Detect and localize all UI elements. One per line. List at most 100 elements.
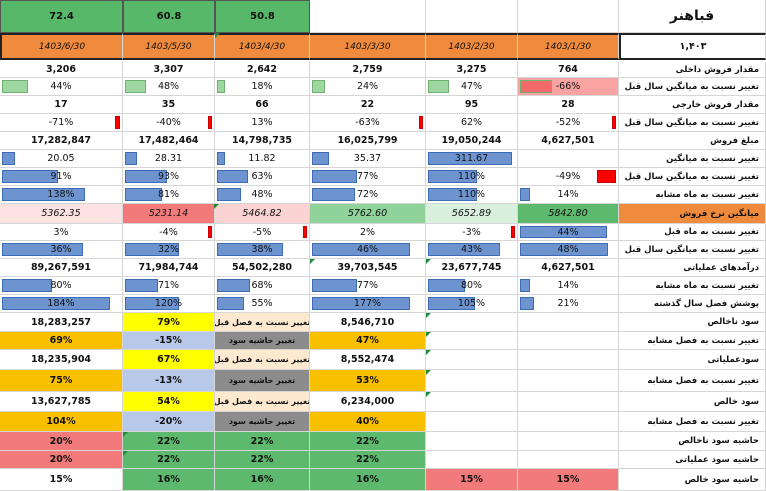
- top-value-cell[interactable]: 60.8: [123, 0, 215, 33]
- data-cell[interactable]: -5%: [215, 224, 310, 241]
- data-cell[interactable]: 3,206: [0, 62, 123, 78]
- period-header[interactable]: 1403/1/30: [518, 33, 619, 60]
- data-cell[interactable]: [518, 451, 619, 469]
- data-cell[interactable]: 5762.60: [310, 204, 426, 224]
- data-cell[interactable]: تغییر حاشیه سود: [215, 370, 310, 392]
- data-cell[interactable]: 66: [215, 96, 310, 114]
- data-cell[interactable]: -52%: [518, 114, 619, 132]
- data-cell[interactable]: 5652.89: [426, 204, 518, 224]
- data-cell[interactable]: 5231.14: [123, 204, 215, 224]
- data-cell[interactable]: 2,759: [310, 62, 426, 78]
- data-cell[interactable]: 35: [123, 96, 215, 114]
- data-cell[interactable]: -71%: [0, 114, 123, 132]
- data-cell[interactable]: [518, 370, 619, 392]
- data-cell[interactable]: 20%: [0, 451, 123, 469]
- data-cell[interactable]: 15%: [426, 469, 518, 491]
- data-cell[interactable]: 22%: [215, 451, 310, 469]
- data-cell[interactable]: 5842.80: [518, 204, 619, 224]
- data-cell[interactable]: 17,482,464: [123, 132, 215, 150]
- empty-cell[interactable]: [518, 0, 619, 33]
- data-cell[interactable]: 40%: [310, 412, 426, 432]
- data-cell[interactable]: 68%: [215, 277, 310, 295]
- data-cell[interactable]: [426, 432, 518, 451]
- data-cell[interactable]: 47%: [426, 78, 518, 96]
- data-cell[interactable]: 5362.35: [0, 204, 123, 224]
- data-cell[interactable]: 63%: [215, 168, 310, 186]
- data-cell[interactable]: 14%: [518, 186, 619, 204]
- data-cell[interactable]: تغییر حاشیه سود: [215, 332, 310, 350]
- data-cell[interactable]: 138%: [0, 186, 123, 204]
- data-cell[interactable]: [426, 313, 518, 332]
- data-cell[interactable]: 21%: [518, 295, 619, 313]
- data-cell[interactable]: 54%: [123, 392, 215, 412]
- data-cell[interactable]: 39,703,545: [310, 259, 426, 277]
- data-cell[interactable]: 11.82: [215, 150, 310, 168]
- data-cell[interactable]: 23,677,745: [426, 259, 518, 277]
- data-cell[interactable]: 80%: [0, 277, 123, 295]
- data-cell[interactable]: [518, 412, 619, 432]
- data-cell[interactable]: 71,984,744: [123, 259, 215, 277]
- data-cell[interactable]: 36%: [0, 241, 123, 259]
- data-cell[interactable]: 44%: [518, 224, 619, 241]
- data-cell[interactable]: 32%: [123, 241, 215, 259]
- data-cell[interactable]: 14%: [518, 277, 619, 295]
- data-cell[interactable]: [426, 332, 518, 350]
- data-cell[interactable]: 19,050,244: [426, 132, 518, 150]
- data-cell[interactable]: [426, 392, 518, 412]
- data-cell[interactable]: 20%: [0, 432, 123, 451]
- data-cell[interactable]: 14,798,735: [215, 132, 310, 150]
- data-cell[interactable]: 17: [0, 96, 123, 114]
- empty-cell[interactable]: [426, 0, 518, 33]
- data-cell[interactable]: 15%: [518, 469, 619, 491]
- data-cell[interactable]: 62%: [426, 114, 518, 132]
- data-cell[interactable]: [518, 350, 619, 370]
- data-cell[interactable]: 53%: [310, 370, 426, 392]
- data-cell[interactable]: [518, 332, 619, 350]
- data-cell[interactable]: -20%: [123, 412, 215, 432]
- data-cell[interactable]: [518, 432, 619, 451]
- data-cell[interactable]: 22%: [215, 432, 310, 451]
- data-cell[interactable]: 8,546,710: [310, 313, 426, 332]
- data-cell[interactable]: 16%: [310, 469, 426, 491]
- data-cell[interactable]: 55%: [215, 295, 310, 313]
- data-cell[interactable]: 22: [310, 96, 426, 114]
- data-cell[interactable]: 35.37: [310, 150, 426, 168]
- data-cell[interactable]: -13%: [123, 370, 215, 392]
- top-value-cell[interactable]: 50.8: [215, 0, 310, 33]
- data-cell[interactable]: 3%: [0, 224, 123, 241]
- data-cell[interactable]: -40%: [123, 114, 215, 132]
- period-header[interactable]: 1403/4/30: [215, 33, 310, 60]
- data-cell[interactable]: 104%: [0, 412, 123, 432]
- data-cell[interactable]: 13,627,785: [0, 392, 123, 412]
- data-cell[interactable]: 72%: [310, 186, 426, 204]
- data-cell[interactable]: 184%: [0, 295, 123, 313]
- data-cell[interactable]: 67%: [123, 350, 215, 370]
- data-cell[interactable]: 16%: [215, 469, 310, 491]
- data-cell[interactable]: 71%: [123, 277, 215, 295]
- top-value-cell[interactable]: 72.4: [0, 0, 123, 33]
- data-cell[interactable]: 5464.82: [215, 204, 310, 224]
- data-cell[interactable]: -3%: [426, 224, 518, 241]
- data-cell[interactable]: 18%: [215, 78, 310, 96]
- data-cell[interactable]: 43%: [426, 241, 518, 259]
- data-cell[interactable]: 93%: [123, 168, 215, 186]
- data-cell[interactable]: 69%: [0, 332, 123, 350]
- data-cell[interactable]: تغییر نسبت به فصل قبل: [215, 313, 310, 332]
- data-cell[interactable]: 46%: [310, 241, 426, 259]
- data-cell[interactable]: 4,627,501: [518, 259, 619, 277]
- data-cell[interactable]: 95: [426, 96, 518, 114]
- data-cell[interactable]: 22%: [310, 432, 426, 451]
- data-cell[interactable]: 15%: [0, 469, 123, 491]
- data-cell[interactable]: 16%: [123, 469, 215, 491]
- data-cell[interactable]: 22%: [123, 451, 215, 469]
- period-header[interactable]: 1403/5/30: [123, 33, 215, 60]
- data-cell[interactable]: 3,275: [426, 62, 518, 78]
- data-cell[interactable]: 22%: [123, 432, 215, 451]
- data-cell[interactable]: 91%: [0, 168, 123, 186]
- data-cell[interactable]: 311.67: [426, 150, 518, 168]
- data-cell[interactable]: 75%: [0, 370, 123, 392]
- data-cell[interactable]: 764: [518, 62, 619, 78]
- data-cell[interactable]: 38%: [215, 241, 310, 259]
- data-cell[interactable]: -66%: [518, 78, 619, 96]
- data-cell[interactable]: 22%: [310, 451, 426, 469]
